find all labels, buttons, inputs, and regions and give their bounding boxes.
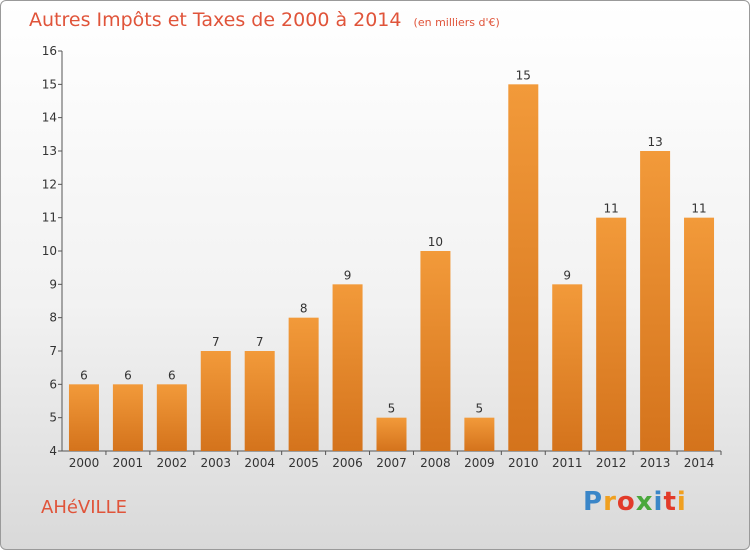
bar bbox=[376, 417, 407, 451]
bar bbox=[68, 384, 99, 451]
x-tick-label: 2004 bbox=[244, 456, 275, 470]
bar bbox=[288, 317, 319, 451]
x-tick-label: 2010 bbox=[508, 456, 539, 470]
bar bbox=[464, 417, 495, 451]
chart-title: Autres Impôts et Taxes de 2000 à 2014 (e… bbox=[29, 9, 500, 31]
y-tick-label: 10 bbox=[42, 244, 57, 258]
bar bbox=[684, 217, 715, 451]
x-tick-label: 2014 bbox=[684, 456, 715, 470]
bar-value-label: 9 bbox=[344, 268, 352, 282]
bar-value-label: 6 bbox=[168, 368, 176, 382]
bar-value-label: 13 bbox=[647, 135, 662, 149]
x-tick-label: 2011 bbox=[552, 456, 583, 470]
bar bbox=[332, 284, 363, 451]
y-tick-label: 6 bbox=[49, 377, 57, 391]
bar bbox=[552, 284, 583, 451]
logo-letter: o bbox=[616, 487, 636, 517]
chart-title-text: Autres Impôts et Taxes de 2000 à 2014 bbox=[29, 9, 402, 31]
y-tick-label: 4 bbox=[49, 444, 57, 458]
bar bbox=[200, 351, 231, 451]
logo-letter: i bbox=[653, 487, 664, 517]
x-tick-label: 2000 bbox=[69, 456, 100, 470]
logo-letter: x bbox=[635, 487, 654, 517]
bar bbox=[640, 151, 671, 451]
y-tick-label: 15 bbox=[42, 77, 57, 91]
bar-value-label: 11 bbox=[604, 202, 619, 216]
commune-name: AHéVILLE bbox=[41, 497, 127, 518]
bar bbox=[156, 384, 187, 451]
y-tick-label: 13 bbox=[42, 144, 57, 158]
bar-value-label: 10 bbox=[428, 235, 443, 249]
x-tick-label: 2001 bbox=[113, 456, 144, 470]
bar bbox=[244, 351, 275, 451]
logo-letter: t bbox=[663, 487, 677, 517]
bar-value-label: 9 bbox=[563, 268, 571, 282]
bar-value-label: 15 bbox=[516, 68, 531, 82]
bar-value-label: 11 bbox=[691, 202, 706, 216]
y-tick-label: 7 bbox=[49, 344, 57, 358]
y-tick-label: 8 bbox=[49, 311, 57, 325]
bar-value-label: 6 bbox=[80, 368, 88, 382]
x-tick-label: 2013 bbox=[640, 456, 671, 470]
chart-subtitle: (en milliers d'€) bbox=[413, 16, 500, 29]
bar-value-label: 7 bbox=[212, 335, 220, 349]
proxiti-logo: Proxiti bbox=[583, 487, 687, 517]
bar-value-label: 5 bbox=[388, 402, 396, 416]
logo-letter: i bbox=[676, 487, 687, 517]
bar bbox=[112, 384, 143, 451]
x-tick-label: 2006 bbox=[332, 456, 363, 470]
x-tick-label: 2009 bbox=[464, 456, 495, 470]
x-tick-label: 2002 bbox=[157, 456, 188, 470]
x-tick-label: 2005 bbox=[288, 456, 319, 470]
x-tick-label: 2007 bbox=[376, 456, 407, 470]
bar bbox=[596, 217, 627, 451]
bar bbox=[508, 84, 539, 451]
x-tick-label: 2003 bbox=[200, 456, 231, 470]
bar-value-label: 8 bbox=[300, 302, 308, 316]
bar bbox=[420, 251, 451, 451]
y-tick-label: 11 bbox=[42, 211, 57, 225]
y-tick-label: 12 bbox=[42, 177, 57, 191]
bar-value-label: 6 bbox=[124, 368, 132, 382]
x-tick-label: 2008 bbox=[420, 456, 451, 470]
x-tick-label: 2012 bbox=[596, 456, 627, 470]
y-tick-label: 9 bbox=[49, 277, 57, 291]
y-tick-label: 16 bbox=[42, 44, 57, 58]
y-tick-label: 14 bbox=[42, 111, 57, 125]
logo-letter: P bbox=[583, 487, 604, 517]
bar-value-label: 7 bbox=[256, 335, 264, 349]
logo-letter: r bbox=[603, 487, 617, 517]
bar-value-label: 5 bbox=[476, 402, 484, 416]
y-tick-label: 5 bbox=[49, 411, 57, 425]
